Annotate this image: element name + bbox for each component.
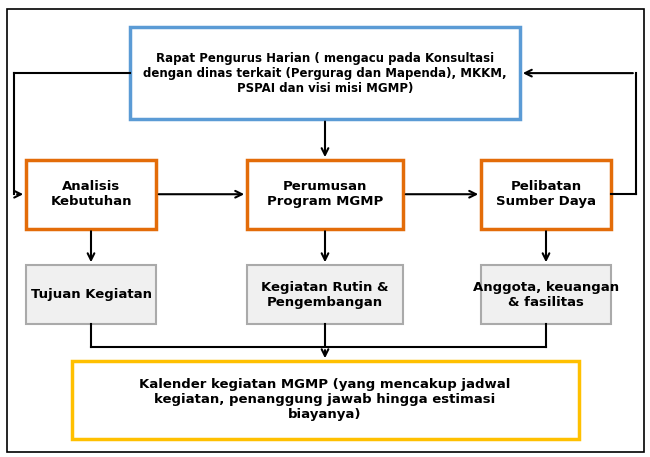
Text: Rapat Pengurus Harian ( mengacu pada Konsultasi
dengan dinas terkait (Pergurag d: Rapat Pengurus Harian ( mengacu pada Kon… <box>143 52 507 95</box>
Text: Tujuan Kegiatan: Tujuan Kegiatan <box>31 288 151 301</box>
Text: Kegiatan Rutin &
Pengembangan: Kegiatan Rutin & Pengembangan <box>261 281 389 309</box>
Text: Perumusan
Program MGMP: Perumusan Program MGMP <box>267 180 383 208</box>
Text: Analisis
Kebutuhan: Analisis Kebutuhan <box>50 180 132 208</box>
Text: Pelibatan
Sumber Daya: Pelibatan Sumber Daya <box>496 180 596 208</box>
FancyBboxPatch shape <box>26 265 156 324</box>
FancyBboxPatch shape <box>247 160 403 228</box>
FancyBboxPatch shape <box>72 361 578 439</box>
Text: Anggota, keuangan
& fasilitas: Anggota, keuangan & fasilitas <box>473 281 619 309</box>
FancyBboxPatch shape <box>247 265 403 324</box>
FancyBboxPatch shape <box>481 265 611 324</box>
FancyBboxPatch shape <box>130 27 520 119</box>
FancyBboxPatch shape <box>26 160 156 228</box>
Text: Kalender kegiatan MGMP (yang mencakup jadwal
kegiatan, penanggung jawab hingga e: Kalender kegiatan MGMP (yang mencakup ja… <box>139 378 511 421</box>
FancyBboxPatch shape <box>481 160 611 228</box>
